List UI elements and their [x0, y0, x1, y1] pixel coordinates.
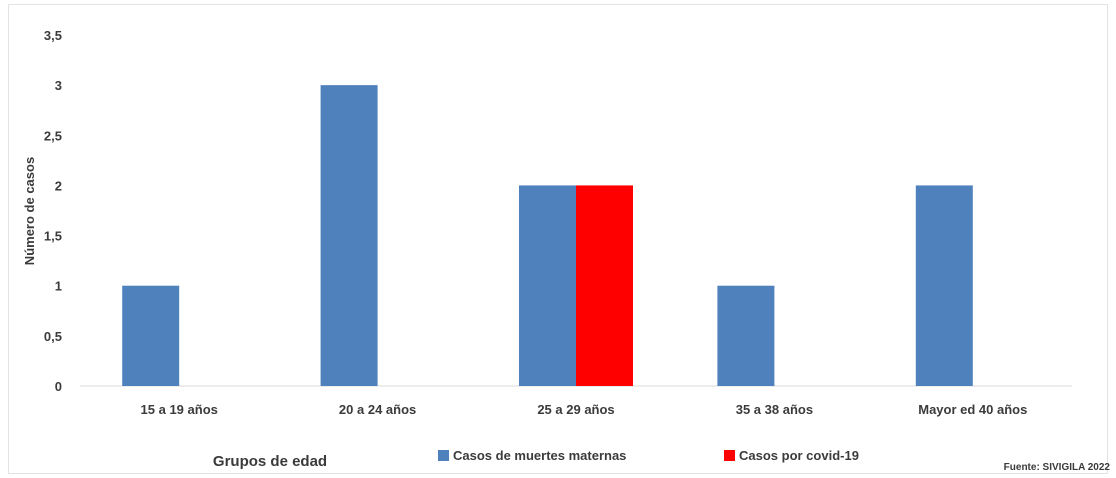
bar-covid-19	[576, 185, 633, 386]
y-tick-label: 2,5	[44, 128, 62, 143]
y-axis-title: Número de casos	[22, 157, 37, 265]
x-tick-label: 35 a 38 años	[736, 402, 813, 417]
legend-label: Casos por covid-19	[739, 448, 859, 463]
x-tick-label: Mayor ed 40 años	[918, 402, 1027, 417]
bar-muertes-maternas	[320, 85, 378, 387]
bar-muertes-maternas	[717, 285, 775, 386]
legend-swatch	[724, 450, 735, 461]
source-note: Fuente: SIVIGILA 2022	[1004, 462, 1111, 473]
x-axis-ticks: 15 a 19 años 20 a 24 años 25 a 29 años 35 a…	[141, 402, 1028, 417]
y-tick-label: 1	[55, 279, 62, 294]
y-tick-label: 2	[55, 178, 62, 193]
y-axis-ticks: 0 0,5 1 1,5 2 2,5 3 3,5	[44, 28, 62, 394]
bar-muertes-maternas	[519, 185, 576, 386]
y-tick-label: 3,5	[44, 28, 62, 43]
x-tick-label: 15 a 19 años	[141, 402, 218, 417]
x-axis-title: Grupos de edad	[213, 453, 327, 470]
legend: Casos de muertes maternas Casos por covid…	[438, 448, 859, 463]
x-tick-label: 20 a 24 años	[339, 402, 416, 417]
legend-swatch	[438, 450, 449, 461]
bar-muertes-maternas	[122, 285, 180, 386]
y-tick-label: 3	[55, 78, 62, 93]
bars	[122, 85, 973, 387]
y-tick-label: 1,5	[44, 229, 62, 244]
chart-frame	[8, 4, 1108, 474]
y-tick-label: 0	[55, 379, 62, 394]
y-tick-label: 0,5	[44, 329, 62, 344]
x-tick-label: 25 a 29 años	[537, 402, 614, 417]
bar-muertes-maternas	[915, 185, 973, 386]
legend-label: Casos de muertes maternas	[453, 448, 626, 463]
